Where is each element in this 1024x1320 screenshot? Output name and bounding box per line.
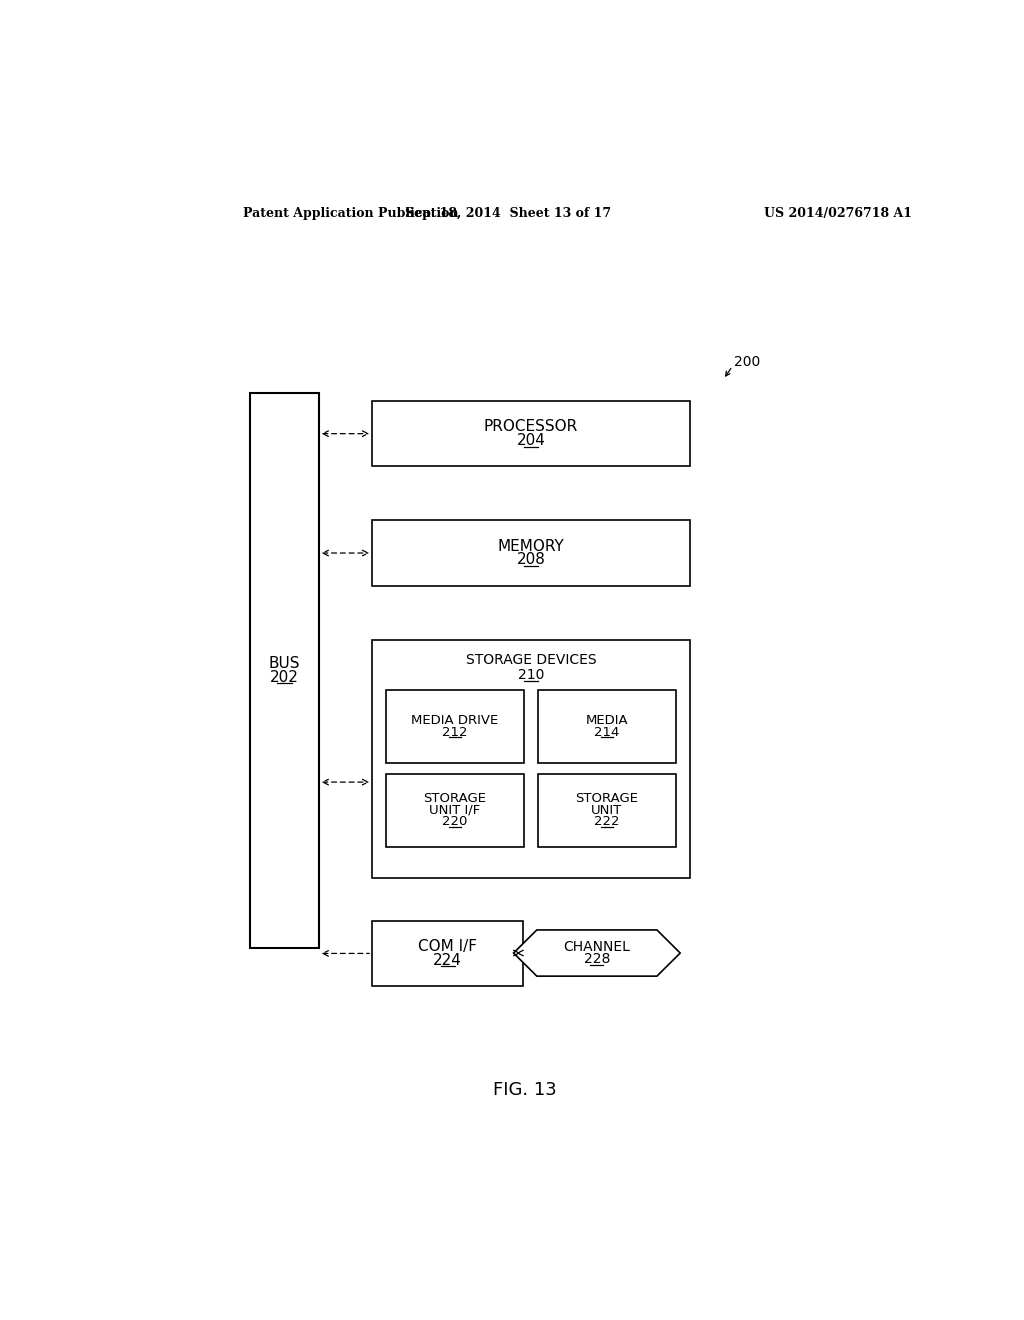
Text: BUS: BUS (268, 656, 300, 672)
Text: 220: 220 (442, 816, 468, 829)
Text: 228: 228 (584, 952, 610, 966)
Bar (372, 640, 690, 878)
Bar (372, 921, 523, 986)
Text: CHANNEL: CHANNEL (563, 940, 631, 954)
Text: STORAGE DEVICES: STORAGE DEVICES (466, 652, 596, 667)
Polygon shape (514, 929, 680, 977)
Bar (372, 520, 690, 586)
Bar (386, 774, 524, 847)
Text: 204: 204 (516, 433, 546, 447)
Text: STORAGE: STORAGE (424, 792, 486, 805)
Text: MEDIA DRIVE: MEDIA DRIVE (412, 714, 499, 727)
Text: Sep. 18, 2014  Sheet 13 of 17: Sep. 18, 2014 Sheet 13 of 17 (404, 207, 610, 220)
Text: 210: 210 (518, 668, 544, 682)
Bar (386, 689, 524, 763)
Bar (372, 401, 690, 466)
Text: 200: 200 (734, 355, 760, 370)
Text: 222: 222 (594, 816, 620, 829)
Text: 214: 214 (594, 726, 620, 739)
Bar (538, 689, 676, 763)
Bar (538, 774, 676, 847)
Text: STORAGE: STORAGE (575, 792, 638, 805)
Text: UNIT I/F: UNIT I/F (429, 804, 480, 817)
Text: 208: 208 (516, 552, 546, 568)
Bar (251, 393, 318, 948)
Text: MEMORY: MEMORY (498, 539, 564, 554)
Text: 202: 202 (270, 669, 299, 685)
Text: PROCESSOR: PROCESSOR (484, 420, 579, 434)
Text: FIG. 13: FIG. 13 (493, 1081, 557, 1100)
Text: COM I/F: COM I/F (418, 939, 477, 954)
Text: 212: 212 (442, 726, 468, 739)
Text: MEDIA: MEDIA (586, 714, 629, 727)
Text: 224: 224 (433, 953, 462, 968)
Text: US 2014/0276718 A1: US 2014/0276718 A1 (764, 207, 911, 220)
Text: Patent Application Publication: Patent Application Publication (243, 207, 458, 220)
Text: UNIT: UNIT (591, 804, 623, 817)
